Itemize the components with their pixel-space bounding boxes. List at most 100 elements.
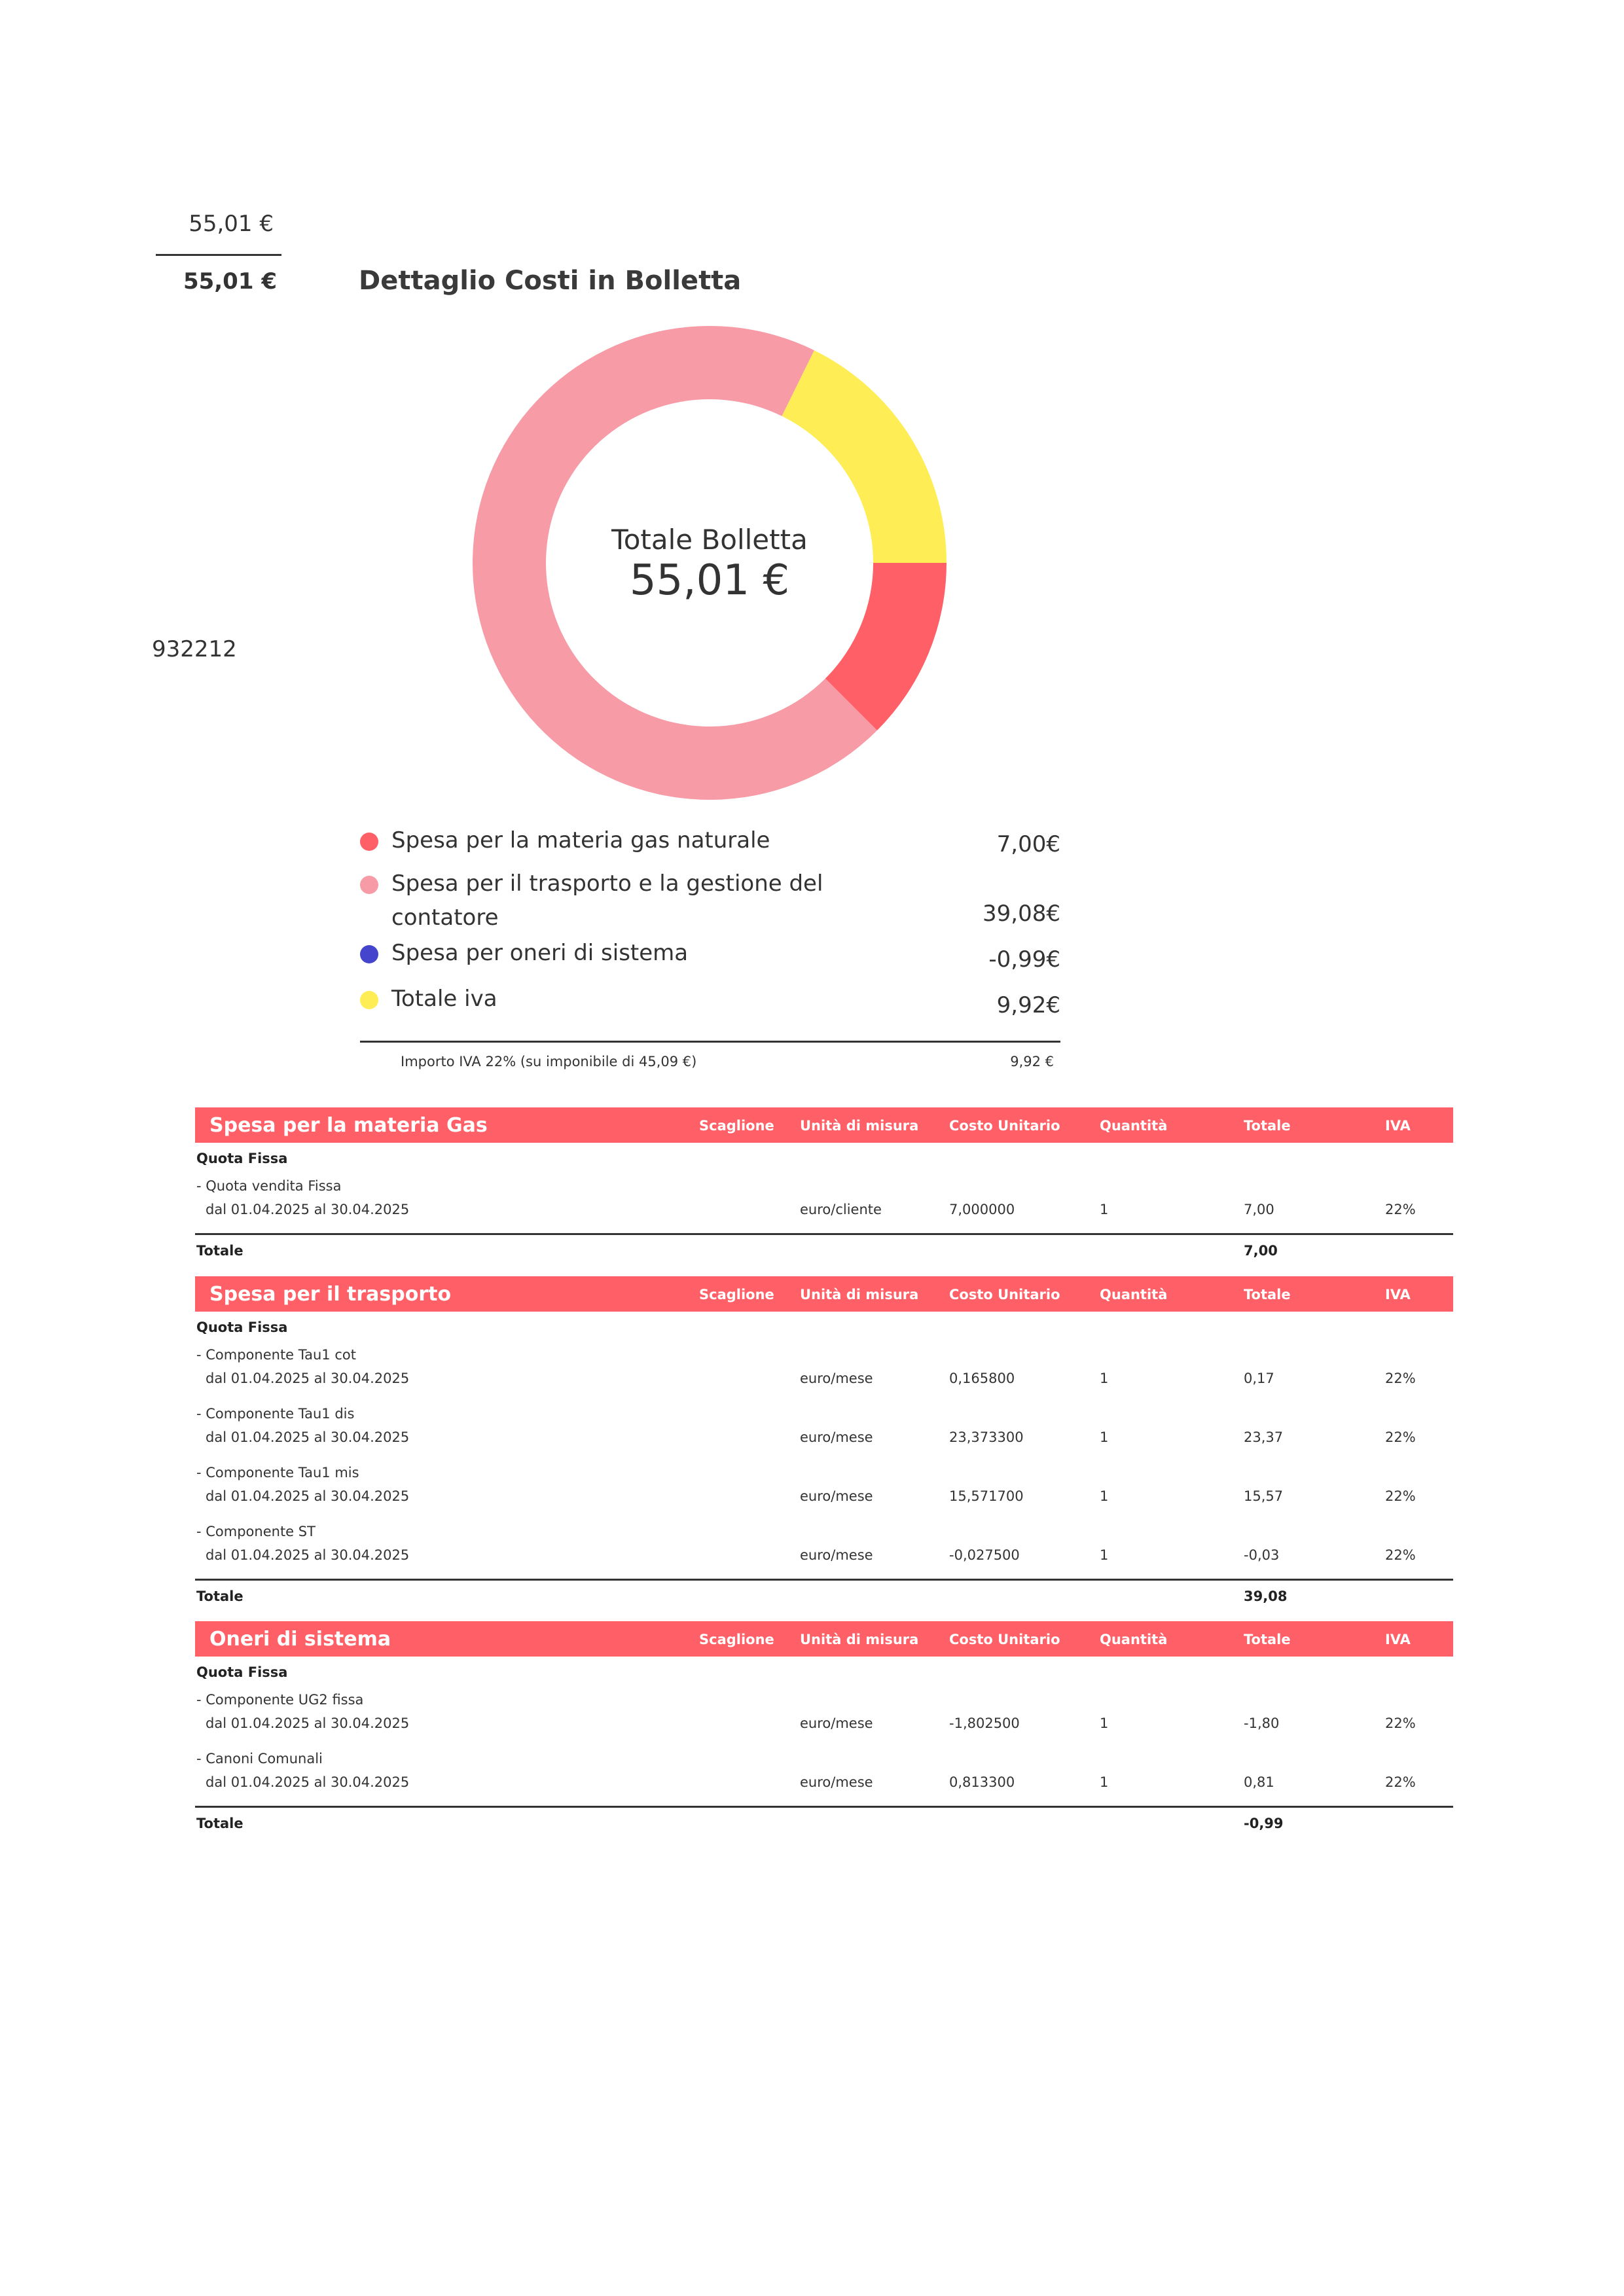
iva-note-value: 9,92 € bbox=[1010, 1054, 1054, 1069]
row-period: dal 01.04.2025 al 30.04.2025 bbox=[206, 1547, 410, 1563]
legend-item-trasporto: Spesa per il trasporto e la gestione del… bbox=[360, 867, 1060, 936]
col-unita: Unità di misura bbox=[800, 1287, 919, 1302]
table-row: - Quota vendita Fissa dal 01.04.2025 al … bbox=[195, 1174, 1453, 1233]
table-subtitle: Quota Fissa bbox=[196, 1664, 288, 1680]
row-cost: 7,000000 bbox=[949, 1202, 1015, 1217]
legend-dot-gas bbox=[360, 833, 378, 851]
col-costo: Costo Unitario bbox=[949, 1632, 1060, 1647]
row-name: - Componente Tau1 cot bbox=[196, 1347, 356, 1363]
row-period: dal 01.04.2025 al 30.04.2025 bbox=[206, 1371, 410, 1386]
legend-value: -0,99€ bbox=[988, 946, 1060, 973]
section-title: Dettaglio Costi in Bolletta bbox=[359, 266, 742, 296]
legend-item-iva: Totale iva 9,92€ bbox=[360, 982, 1060, 1025]
table-title: Spesa per il trasporto bbox=[209, 1283, 452, 1306]
iva-note: Importo IVA 22% (su imponibile di 45,09 … bbox=[401, 1054, 697, 1069]
row-name: - Componente Tau1 mis bbox=[196, 1465, 359, 1480]
legend-item-oneri: Spesa per oneri di sistema -0,99€ bbox=[360, 936, 1060, 982]
top-divider bbox=[156, 254, 281, 256]
row-name: - Componente ST bbox=[196, 1524, 316, 1539]
row-cost: 0,165800 bbox=[949, 1371, 1015, 1386]
total-label: Totale bbox=[196, 1588, 244, 1604]
col-costo: Costo Unitario bbox=[949, 1118, 1060, 1134]
row-qty: 1 bbox=[1100, 1488, 1109, 1504]
row-cost: -1,802500 bbox=[949, 1715, 1020, 1731]
row-iva: 22% bbox=[1385, 1202, 1416, 1217]
donut-center-value: 55,01 € bbox=[629, 556, 790, 605]
total-label: Totale bbox=[196, 1816, 244, 1831]
row-period: dal 01.04.2025 al 30.04.2025 bbox=[206, 1774, 410, 1790]
legend-dot-trasporto bbox=[360, 876, 378, 894]
legend-dot-iva bbox=[360, 991, 378, 1009]
row-qty: 1 bbox=[1100, 1715, 1109, 1731]
row-unit: euro/mese bbox=[800, 1547, 873, 1563]
total-label: Totale bbox=[196, 1243, 244, 1259]
table-row: - Componente Tau1 dis dal 01.04.2025 al … bbox=[195, 1402, 1453, 1461]
table-total: Totale 39,08 bbox=[195, 1579, 1453, 1613]
row-qty: 1 bbox=[1100, 1774, 1109, 1790]
table-header: Oneri di sistema Scaglione Unità di misu… bbox=[195, 1621, 1453, 1657]
col-quantita: Quantità bbox=[1100, 1118, 1168, 1134]
row-name: - Quota vendita Fissa bbox=[196, 1178, 342, 1194]
row-cost: 23,373300 bbox=[949, 1429, 1024, 1445]
table-header: Spesa per il trasporto Scaglione Unità d… bbox=[195, 1276, 1453, 1312]
legend-label: Spesa per la materia gas naturale bbox=[391, 827, 770, 853]
col-quantita: Quantità bbox=[1100, 1632, 1168, 1647]
col-costo: Costo Unitario bbox=[949, 1287, 1060, 1302]
col-iva: IVA bbox=[1385, 1118, 1411, 1134]
row-total: -0,03 bbox=[1244, 1547, 1280, 1563]
donut-slice-spesa-per-la-materia-gas-naturale bbox=[825, 563, 947, 730]
col-quantita: Quantità bbox=[1100, 1287, 1168, 1302]
col-iva: IVA bbox=[1385, 1287, 1411, 1302]
legend-item-gas: Spesa per la materia gas naturale 7,00€ bbox=[360, 823, 1060, 867]
table-oneri-sistema: Oneri di sistema Scaglione Unità di misu… bbox=[195, 1621, 1453, 1840]
cost-donut-chart bbox=[470, 323, 949, 802]
row-total: 0,17 bbox=[1244, 1371, 1274, 1386]
table-row: - Componente Tau1 cot dal 01.04.2025 al … bbox=[195, 1343, 1453, 1402]
table-row: - Canoni Comunali dal 01.04.2025 al 30.0… bbox=[195, 1747, 1453, 1806]
row-iva: 22% bbox=[1385, 1371, 1416, 1386]
legend-dot-oneri bbox=[360, 945, 378, 963]
row-unit: euro/mese bbox=[800, 1488, 873, 1504]
row-qty: 1 bbox=[1100, 1371, 1109, 1386]
side-code-fragment: 932212 bbox=[152, 636, 237, 662]
col-scaglione: Scaglione bbox=[699, 1632, 774, 1647]
total-value: 39,08 bbox=[1244, 1588, 1288, 1604]
donut-slice-totale-iva bbox=[782, 350, 947, 563]
row-qty: 1 bbox=[1100, 1547, 1109, 1563]
row-iva: 22% bbox=[1385, 1488, 1416, 1504]
row-iva: 22% bbox=[1385, 1429, 1416, 1445]
table-subtitle: Quota Fissa bbox=[196, 1151, 288, 1166]
row-cost: 15,571700 bbox=[949, 1488, 1024, 1504]
row-period: dal 01.04.2025 al 30.04.2025 bbox=[206, 1715, 410, 1731]
legend-divider bbox=[360, 1041, 1060, 1043]
row-iva: 22% bbox=[1385, 1715, 1416, 1731]
table-title: Spesa per la materia Gas bbox=[209, 1114, 488, 1137]
table-title: Oneri di sistema bbox=[209, 1628, 391, 1651]
col-totale: Totale bbox=[1244, 1118, 1291, 1134]
col-unita: Unità di misura bbox=[800, 1632, 919, 1647]
top-amount-total: 55,01 € bbox=[183, 268, 277, 295]
legend-value: 9,92€ bbox=[996, 992, 1060, 1018]
row-iva: 22% bbox=[1385, 1774, 1416, 1790]
row-total: -1,80 bbox=[1244, 1715, 1280, 1731]
legend-label: Spesa per oneri di sistema bbox=[391, 940, 689, 966]
table-row: - Componente Tau1 mis dal 01.04.2025 al … bbox=[195, 1461, 1453, 1520]
table-row: - Componente UG2 fissa dal 01.04.2025 al… bbox=[195, 1688, 1453, 1747]
donut-svg bbox=[473, 326, 947, 800]
table-subtitle: Quota Fissa bbox=[196, 1319, 288, 1335]
row-total: 0,81 bbox=[1244, 1774, 1274, 1790]
legend-value: 39,08€ bbox=[983, 901, 1060, 927]
row-unit: euro/cliente bbox=[800, 1202, 882, 1217]
row-qty: 1 bbox=[1100, 1202, 1109, 1217]
chart-legend: Spesa per la materia gas naturale 7,00€ … bbox=[360, 823, 1060, 1025]
table-total: Totale 7,00 bbox=[195, 1233, 1453, 1268]
top-amount: 55,01 € bbox=[189, 211, 274, 237]
donut-center-label: Totale Bolletta bbox=[611, 524, 808, 556]
col-scaglione: Scaglione bbox=[699, 1287, 774, 1302]
row-total: 15,57 bbox=[1244, 1488, 1284, 1504]
table-row: - Componente ST dal 01.04.2025 al 30.04.… bbox=[195, 1520, 1453, 1579]
row-iva: 22% bbox=[1385, 1547, 1416, 1563]
donut-slice-spesa-per-il-trasporto-e-la-gestione-del-contatore bbox=[473, 326, 877, 800]
col-unita: Unità di misura bbox=[800, 1118, 919, 1134]
row-name: - Componente Tau1 dis bbox=[196, 1406, 355, 1422]
